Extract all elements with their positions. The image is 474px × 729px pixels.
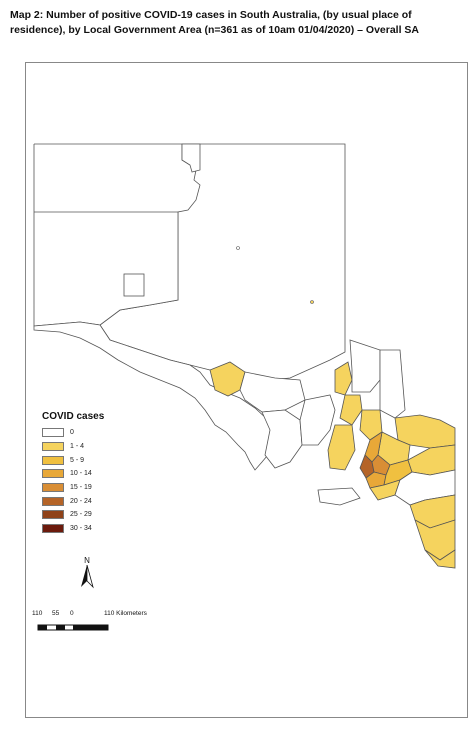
legend-item: 0 bbox=[42, 426, 152, 440]
lga-yorke-peninsula bbox=[327, 424, 356, 471]
lga-mid-north-1 bbox=[339, 394, 363, 426]
legend-swatch bbox=[42, 442, 64, 452]
legend-label: 15 - 19 bbox=[70, 484, 92, 492]
legend-swatch bbox=[42, 483, 64, 493]
legend-item: 10 - 14 bbox=[42, 467, 152, 481]
legend-swatch bbox=[42, 496, 64, 506]
legend-item: 1 - 4 bbox=[42, 440, 152, 454]
legend-label: 30 - 34 bbox=[70, 525, 92, 533]
lga-murraylands bbox=[407, 444, 456, 476]
legend-label: 10 - 14 bbox=[70, 470, 92, 478]
map-title: Map 2: Number of positive COVID-19 cases… bbox=[10, 9, 420, 36]
legend-label: 0 bbox=[70, 429, 74, 437]
lga-eyre-4 bbox=[299, 394, 336, 446]
legend-title: COVID cases bbox=[42, 411, 105, 422]
legend-swatch bbox=[42, 510, 64, 520]
legend-item: 5 - 9 bbox=[42, 453, 152, 467]
scale-label: 55 bbox=[52, 610, 60, 617]
scale-label: 110 bbox=[32, 610, 43, 617]
legend-label: 20 - 24 bbox=[70, 497, 92, 505]
legend-swatch bbox=[42, 524, 64, 534]
lake-marker-2 bbox=[310, 300, 314, 304]
legend: COVID cases 0 1 - 4 5 - 9 10 - 14 15 - 1… bbox=[42, 411, 152, 536]
lga-kangaroo-island bbox=[317, 487, 361, 506]
lga-flinders bbox=[379, 349, 406, 419]
north-arrow-icon bbox=[81, 564, 94, 589]
legend-swatch bbox=[42, 428, 64, 438]
lga-small-block bbox=[123, 273, 145, 297]
legend-label: 5 - 9 bbox=[70, 456, 85, 464]
map-frame bbox=[25, 62, 468, 718]
legend-item: 25 - 29 bbox=[42, 508, 152, 522]
scale-bar-graphic bbox=[37, 624, 109, 631]
coast-west bbox=[33, 321, 276, 471]
lake-marker-1 bbox=[236, 246, 240, 250]
scale-bar: 110 55 0 110 Kilometers bbox=[30, 610, 170, 638]
scale-labels: 110 55 0 110 Kilometers bbox=[30, 610, 170, 620]
north-label: N bbox=[84, 556, 90, 565]
legend-swatch bbox=[42, 455, 64, 465]
legend-swatch bbox=[42, 469, 64, 479]
lga-outback-west bbox=[33, 144, 179, 327]
legend-item: 15 - 19 bbox=[42, 481, 152, 495]
lga-north-notch bbox=[181, 143, 201, 173]
lga-port-augusta bbox=[349, 339, 381, 393]
lga-yorke-north bbox=[334, 361, 353, 396]
legend-item: 20 - 24 bbox=[42, 494, 152, 508]
legend-label: 1 - 4 bbox=[70, 443, 85, 451]
legend-label: 25 - 29 bbox=[70, 511, 92, 519]
scale-label: 110 Kilometers bbox=[104, 610, 147, 617]
north-arrow: N bbox=[77, 556, 97, 594]
scale-label: 0 bbox=[70, 610, 74, 617]
lga-eyre-3 bbox=[261, 409, 303, 469]
lga-south-east-4 bbox=[424, 549, 456, 569]
legend-item: 30 - 34 bbox=[42, 522, 152, 536]
